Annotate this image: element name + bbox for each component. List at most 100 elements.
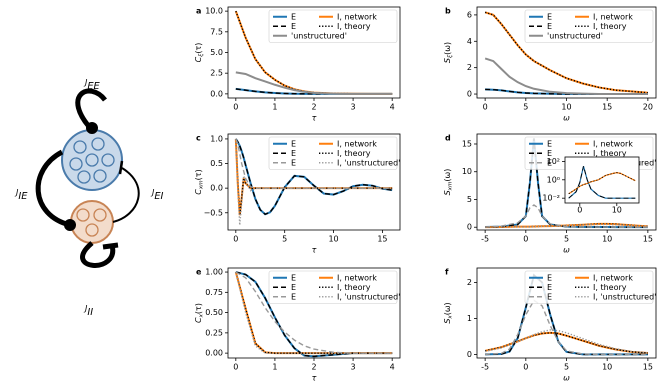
y-tick-label: 10⁻²	[542, 194, 560, 203]
x-tick-label: 0	[523, 363, 528, 372]
legend-box	[268, 270, 398, 304]
y-axis-label-arg: (ω)	[443, 42, 452, 55]
series-line	[484, 57, 648, 96]
x-axis-label: τ	[312, 374, 317, 383]
coupling-label: JIE	[14, 188, 28, 203]
legend-label: I, theory	[593, 149, 627, 158]
coupling-label-sub: IE	[18, 191, 28, 202]
x-tick-label: 3	[351, 363, 356, 372]
y-tick-label: 0.0	[210, 89, 223, 98]
x-tick-label: 10	[561, 103, 571, 112]
coupling-label-main: J	[83, 304, 88, 313]
x-tick-label: 3	[351, 103, 356, 112]
plot-frame	[227, 267, 401, 359]
legend-label: I, network	[593, 139, 633, 148]
legend-label: I, network	[337, 273, 377, 282]
y-axis-label-sub: x	[447, 315, 453, 320]
series-line	[568, 166, 636, 199]
plot-frame	[476, 133, 657, 231]
series-line	[484, 329, 648, 354]
chart-panel: -5 0 5 10 15 0 1 2 f ω Sx(ω) E I, network E I, theory E…	[443, 268, 657, 383]
y-tick-label: 0.25	[205, 328, 223, 337]
y-axis-label-main: C	[194, 189, 203, 195]
x-tick-label: 5	[282, 235, 287, 244]
y-axis-label-arg: (ω)	[443, 169, 452, 182]
x-tick-label: 15	[643, 235, 653, 244]
legend-label: E	[547, 149, 552, 158]
panel-label: a	[196, 7, 201, 16]
y-tick-label: 7.5	[210, 27, 223, 36]
plot-frame	[476, 267, 657, 359]
plot-frame	[476, 6, 657, 99]
y-axis-label-arg: (τ)	[194, 43, 203, 54]
x-tick-label: 20	[643, 103, 653, 112]
x-tick-label: 1	[272, 103, 277, 112]
x-tick-label: 5	[564, 235, 569, 244]
y-axis-label: Sxm(ω)	[443, 169, 453, 196]
panel-label: b	[445, 7, 451, 16]
x-tick-label: 15	[643, 363, 653, 372]
jee-head	[86, 122, 98, 134]
y-axis-label-arg: (ω)	[443, 302, 452, 315]
legend-box	[268, 9, 398, 43]
series-line	[568, 172, 636, 195]
i-population	[70, 200, 114, 244]
series-line	[485, 88, 648, 95]
series-line	[235, 138, 393, 216]
legend-label: I, 'unstructured'	[337, 292, 400, 301]
y-tick-label: 0	[467, 350, 472, 359]
y-tick-label: 0.5	[210, 159, 223, 168]
x-tick-label: 4	[390, 363, 395, 372]
y-tick-label: 2	[467, 63, 472, 72]
legend-box	[524, 9, 654, 43]
x-axis-label: ω	[563, 114, 570, 123]
jie-head	[64, 219, 76, 231]
y-tick-label: 5	[467, 195, 472, 204]
legend-label: E	[291, 292, 296, 301]
y-axis-label: Cxm(τ)	[194, 169, 204, 194]
x-tick-label: 15	[602, 103, 612, 112]
legend-label: I, network	[593, 12, 633, 21]
x-axis-label: ω	[563, 374, 570, 383]
plot-frame	[564, 156, 640, 204]
coupling-label: JEI	[150, 188, 164, 203]
y-tick-label: 10	[462, 167, 472, 176]
legend-label: I, network	[593, 273, 633, 282]
x-tick-label: -5	[481, 235, 489, 244]
series-line	[484, 11, 648, 94]
connections	[35, 88, 140, 268]
series-line	[235, 271, 393, 354]
x-tick-label: 0	[233, 103, 238, 112]
y-tick-label: 2.5	[210, 69, 223, 78]
legend-label: E	[291, 12, 296, 21]
y-axis-label-main: S	[443, 319, 452, 324]
y-axis-label-main: S	[443, 190, 452, 195]
legend-label: E	[547, 12, 552, 21]
x-tick-label: 0	[233, 235, 238, 244]
coupling-label-main: J	[83, 78, 88, 87]
legend-label: E	[547, 158, 552, 167]
legend-label: E	[547, 283, 552, 292]
legend-box	[268, 136, 398, 170]
y-tick-label: 0.00	[205, 349, 223, 358]
y-tick-label: 1.00	[205, 268, 223, 277]
panel-label: e	[196, 268, 202, 277]
y-tick-label: 6	[467, 10, 472, 19]
y-axis-label-main: C	[194, 317, 203, 323]
legend-label: I, network	[337, 139, 377, 148]
legend-label: I, 'unstructured'	[337, 158, 400, 167]
plot-frame	[227, 6, 401, 99]
legend-label: I, theory	[337, 22, 371, 31]
legend-label: I, theory	[337, 283, 371, 292]
x-axis-label: τ	[312, 246, 317, 255]
y-axis-label-sub: xm	[447, 181, 453, 191]
coupling-label-main: J	[14, 188, 19, 197]
y-tick-label: 0.0	[210, 184, 223, 193]
x-tick-label: 10	[612, 206, 622, 215]
chart-panel: 0 5 10 15 20 0 2 4 6 b ω Sξ(ω) E I, network E I, theory…	[443, 7, 657, 123]
y-axis-label-arg: (τ)	[194, 303, 203, 314]
y-tick-label: 0	[467, 223, 472, 232]
y-tick-label: −0.5	[204, 208, 223, 217]
x-tick-label: 0	[233, 363, 238, 372]
